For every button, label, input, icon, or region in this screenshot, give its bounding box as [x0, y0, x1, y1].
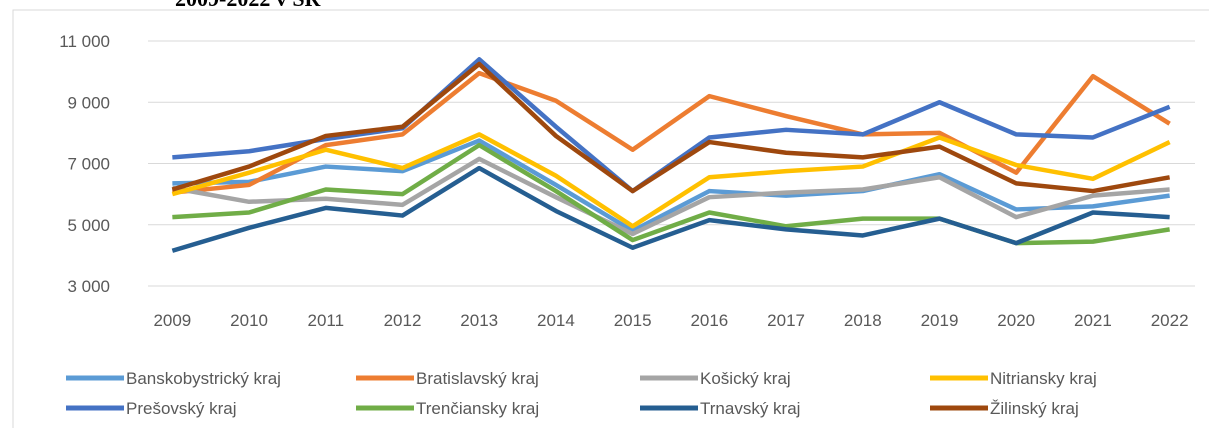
series-line	[172, 138, 1170, 234]
legend-label: Žilinský kraj	[990, 399, 1079, 418]
y-tick-label: 9 000	[67, 93, 110, 112]
legend-label: Bratislavský kraj	[416, 369, 539, 388]
x-tick-label: 2009	[153, 311, 191, 330]
x-tick-label: 2019	[921, 311, 959, 330]
legend-label: Košický kraj	[700, 369, 791, 388]
y-tick-label: 11 000	[59, 32, 110, 51]
series-line	[171, 132, 1171, 229]
x-tick-label: 2018	[844, 311, 882, 330]
legend-label: Trenčiansky kraj	[416, 399, 539, 418]
legend-label: Nitriansky kraj	[990, 369, 1097, 388]
x-tick-label: 2017	[767, 311, 805, 330]
series-line	[171, 165, 1170, 253]
y-tick-label: 5 000	[67, 216, 110, 235]
x-tick-label: 2020	[997, 311, 1035, 330]
legend-label: Banskobystrický kraj	[126, 369, 281, 388]
x-tick-label: 2015	[614, 311, 652, 330]
y-tick-label: 7 000	[67, 155, 110, 174]
x-tick-label: 2011	[308, 311, 345, 330]
series-line	[171, 61, 1171, 194]
series-line	[171, 156, 1170, 237]
x-tick-label: 2010	[230, 311, 268, 330]
chart-border	[12, 9, 1209, 428]
legend-label: Trnavský kraj	[700, 399, 800, 418]
y-tick-label: 3 000	[67, 277, 110, 296]
x-tick-label: 2021	[1074, 311, 1112, 330]
x-tick-label: 2012	[384, 311, 422, 330]
x-tick-label: 2022	[1151, 311, 1189, 330]
chart-title: 2009-2022 v SR	[175, 0, 322, 11]
x-tick-label: 2014	[537, 311, 575, 330]
x-tick-label: 2016	[690, 311, 728, 330]
series-line	[172, 70, 1171, 195]
legend-label: Prešovský kraj	[126, 399, 237, 418]
x-tick-label: 2013	[460, 311, 498, 330]
series-line	[172, 142, 1170, 246]
